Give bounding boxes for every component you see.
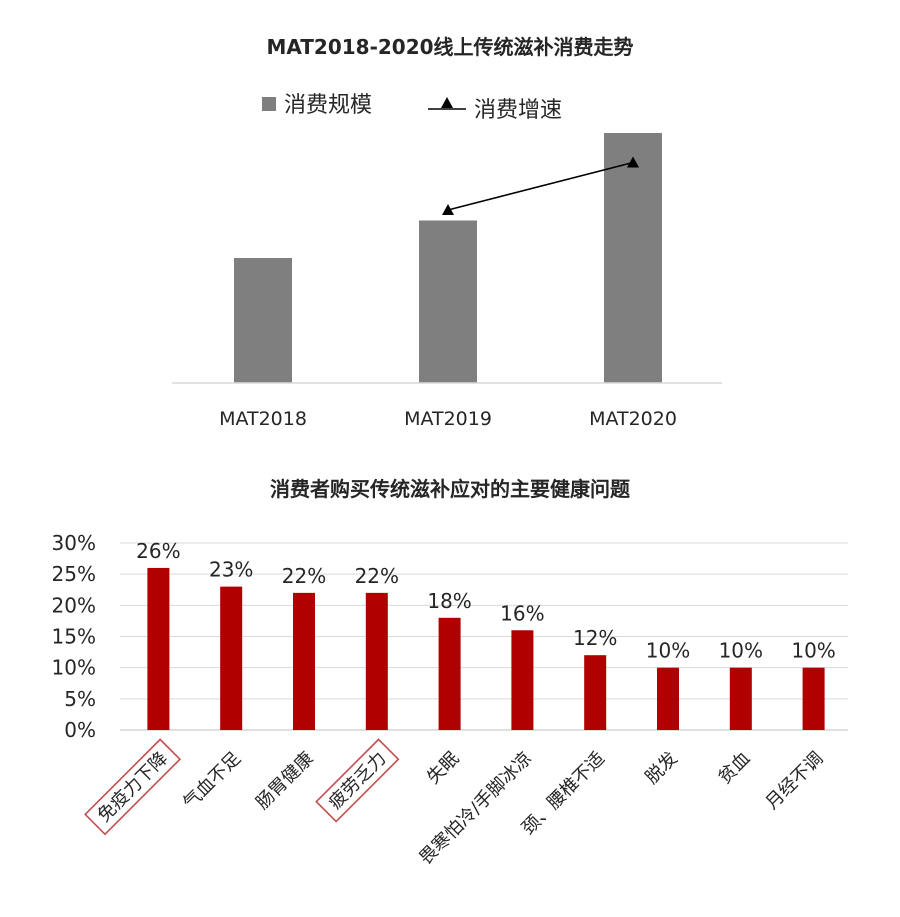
y-tick-label: 10% [52, 656, 96, 680]
health-bar-畏寒怕冷/手脚冰凉 [511, 630, 534, 730]
health-data-label: 22% [355, 564, 399, 588]
health-data-label: 10% [719, 639, 763, 663]
health-data-label: 23% [209, 558, 253, 582]
growth-bar-MAT2018 [234, 258, 292, 383]
health-chart-y-ticks: 0% 5% 10% 15% 20% 25% 30% [52, 531, 96, 742]
health-data-label: 10% [791, 639, 835, 663]
category-label: 肠胃健康 [252, 748, 318, 814]
health-chart-data-labels: 26% 23% 22% 22% 18% 16% 12% 10% 10% 10% [136, 539, 836, 663]
category-label-group: 疲劳乏力 [315, 738, 400, 823]
growth-chart-legend: 消费规模 消费增速 [262, 93, 562, 123]
health-bar-气血不足 [220, 586, 243, 730]
y-tick-label: 25% [52, 562, 96, 586]
growth-bar-MAT2020 [604, 133, 662, 383]
category-label: 月经不调 [762, 748, 828, 814]
health-bar-月经不调 [802, 667, 825, 730]
y-tick-label: 0% [64, 718, 96, 742]
health-data-label: 10% [646, 639, 690, 663]
highlight-box [84, 738, 182, 836]
growth-line [447, 161, 634, 211]
growth-chart-line-series [442, 156, 639, 215]
health-bar-颈、腰椎不适 [584, 655, 607, 730]
category-label-group: 肠胃健康 [252, 748, 318, 814]
growth-chart-title: MAT2018-2020线上传统滋补消费走势 [266, 35, 633, 59]
health-bar-免疫力下降 [147, 567, 170, 730]
health-chart-bars [147, 567, 825, 730]
growth-line-marker [442, 204, 454, 215]
growth-x-tick: MAT2018 [219, 408, 307, 430]
y-tick-label: 30% [52, 531, 96, 555]
growth-bar-MAT2019 [419, 220, 477, 383]
health-bar-失眠 [438, 617, 461, 730]
growth-chart-bars [234, 133, 662, 383]
category-label-group: 贫血 [714, 748, 754, 788]
category-label-group: 脱发 [641, 748, 681, 788]
category-label-group: 失眠 [423, 748, 463, 788]
growth-line-marker [627, 156, 639, 168]
health-data-label: 18% [427, 589, 471, 613]
health-bar-疲劳乏力 [365, 592, 388, 730]
category-label-group: 免疫力下降 [84, 738, 182, 836]
growth-chart-x-ticks: MAT2018 MAT2019 MAT2020 [219, 408, 677, 430]
category-label: 免疫力下降 [94, 748, 172, 826]
health-issues-chart: 消费者购买传统滋补应对的主要健康问题 0% 5% 10% 15% 20% 25% 30% 2… [52, 477, 848, 869]
category-label: 贫血 [714, 748, 754, 788]
category-label-group: 气血不足 [179, 748, 245, 814]
growth-chart: MAT2018-2020线上传统滋补消费走势 消费规模 消费增速 MAT2018 M… [172, 35, 722, 430]
category-label: 疲劳乏力 [325, 748, 391, 814]
health-chart-title: 消费者购买传统滋补应对的主要健康问题 [270, 477, 631, 501]
health-data-label: 16% [500, 601, 544, 625]
y-tick-label: 5% [64, 687, 96, 711]
health-data-label: 26% [136, 539, 180, 563]
category-label-group: 月经不调 [762, 748, 828, 814]
health-data-label: 22% [282, 564, 326, 588]
health-bar-肠胃健康 [293, 592, 315, 730]
health-bar-贫血 [729, 667, 752, 730]
health-data-label: 12% [573, 626, 617, 650]
y-tick-label: 15% [52, 625, 96, 649]
y-tick-label: 20% [52, 593, 96, 617]
growth-x-tick: MAT2020 [589, 408, 677, 430]
health-bar-脱发 [657, 667, 679, 730]
highlight-box [315, 738, 400, 823]
category-label: 气血不足 [179, 748, 245, 814]
category-label: 失眠 [423, 748, 463, 788]
legend-bar-label: 消费规模 [284, 93, 372, 118]
category-label: 脱发 [641, 748, 681, 788]
legend-line-marker [441, 97, 453, 108]
legend-bar-swatch [262, 97, 276, 111]
growth-x-tick: MAT2019 [404, 408, 492, 430]
legend-line-label: 消费增速 [474, 98, 562, 123]
